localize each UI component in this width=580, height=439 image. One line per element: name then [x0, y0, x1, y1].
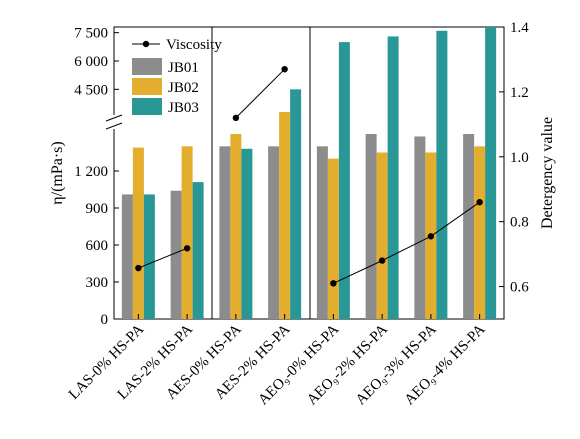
left-tick-label: 4 500: [74, 82, 108, 98]
bar-jb03-3: [290, 89, 302, 319]
right-tick-label: 1.4: [510, 20, 529, 36]
viscosity-line-segment-2: [333, 201, 480, 284]
left-tick-label: 6 000: [74, 54, 108, 70]
right-tick-label: 1.0: [510, 150, 529, 166]
viscosity-point-5: [378, 257, 386, 264]
bar-jb01-6: [414, 136, 426, 319]
right-axis: 0.6 0.8 1.0 1.2 1.4: [499, 20, 529, 296]
legend: Viscosity JB01 JB02 JB03: [132, 37, 222, 116]
axis-break: [105, 114, 123, 130]
bar-jb03-1: [192, 182, 204, 319]
bar-jb02-4: [327, 158, 339, 319]
viscosity-line-segment-1: [235, 68, 285, 119]
bar-jb03-5: [387, 36, 399, 319]
viscosity-point-4: [330, 280, 337, 287]
bar-jb02-5: [376, 152, 388, 319]
legend-label-jb03: JB03: [168, 100, 199, 116]
bar-jb02-7: [474, 146, 486, 319]
bar-jb03-4: [338, 42, 350, 319]
bar-jb02-2: [230, 134, 242, 319]
viscosity-point-1: [183, 245, 191, 252]
bar-jb01-0: [121, 194, 133, 319]
viscosity-point-0: [135, 264, 142, 272]
plot-frame: [113, 26, 505, 320]
viscosity-line-layer: [135, 65, 483, 287]
left-axis: 0 300 600 900 1 200 4 500 6 000 7 500: [74, 26, 119, 328]
bars-layer: [121, 27, 497, 320]
legend-label-jb02: JB02: [168, 80, 199, 96]
legend-label-viscosity: Viscosity: [166, 37, 222, 53]
right-tick-label: 0.6: [510, 280, 529, 296]
bar-jb02-0: [132, 147, 144, 319]
viscosity-point-7: [476, 199, 483, 206]
left-tick-label: 7 500: [74, 26, 108, 42]
bar-jb01-4: [316, 146, 328, 319]
plot-area: [113, 26, 505, 320]
legend-line-marker: [142, 40, 150, 48]
viscosity-point-6: [427, 233, 435, 240]
bar-jb03-2: [241, 148, 253, 319]
right-axis-title: Detergency value: [539, 117, 556, 229]
bar-jb03-7: [485, 27, 497, 319]
left-tick-label: 300: [86, 275, 109, 291]
bar-jb01-3: [268, 146, 280, 319]
bar-jb01-7: [463, 134, 475, 319]
legend-label-jb01: JB01: [168, 60, 199, 76]
bar-jb01-2: [219, 146, 231, 319]
bar-jb01-1: [170, 190, 182, 319]
right-tick-label: 0.8: [510, 215, 529, 231]
bar-jb03-6: [436, 30, 448, 320]
bar-jb01-5: [365, 134, 377, 319]
legend-swatch-jb02: [132, 78, 162, 95]
legend-swatch-jb03: [132, 98, 162, 115]
viscosity-point-3: [281, 65, 288, 73]
bar-jb02-1: [181, 146, 193, 319]
left-tick-label: 900: [86, 201, 109, 217]
left-tick-label: 1 200: [74, 164, 108, 180]
bar-jb02-3: [279, 112, 291, 319]
viscosity-point-2: [232, 114, 240, 122]
legend-swatch-jb01: [132, 58, 162, 75]
right-tick-label: 1.2: [510, 85, 529, 101]
left-tick-label: 0: [101, 312, 109, 328]
viscosity-line-segment-0: [138, 247, 188, 269]
bar-jb03-0: [143, 194, 155, 319]
left-tick-label: 600: [86, 238, 109, 254]
left-axis-title: η/(mPa·s): [49, 141, 66, 204]
